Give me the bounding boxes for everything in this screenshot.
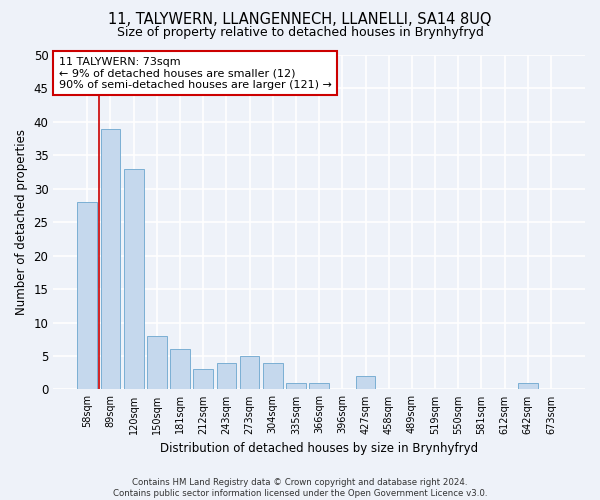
Bar xyxy=(77,202,97,390)
Bar xyxy=(240,356,259,390)
Bar xyxy=(124,168,143,390)
Bar xyxy=(286,382,306,390)
Y-axis label: Number of detached properties: Number of detached properties xyxy=(15,129,28,315)
Text: Size of property relative to detached houses in Brynhyfryd: Size of property relative to detached ho… xyxy=(116,26,484,39)
Bar xyxy=(193,370,213,390)
Bar xyxy=(101,128,121,390)
Bar xyxy=(263,362,283,390)
Bar xyxy=(170,350,190,390)
Bar xyxy=(356,376,376,390)
Bar xyxy=(147,336,167,390)
Text: Contains HM Land Registry data © Crown copyright and database right 2024.
Contai: Contains HM Land Registry data © Crown c… xyxy=(113,478,487,498)
Text: 11, TALYWERN, LLANGENNECH, LLANELLI, SA14 8UQ: 11, TALYWERN, LLANGENNECH, LLANELLI, SA1… xyxy=(108,12,492,28)
Bar xyxy=(518,382,538,390)
Text: 11 TALYWERN: 73sqm
← 9% of detached houses are smaller (12)
90% of semi-detached: 11 TALYWERN: 73sqm ← 9% of detached hous… xyxy=(59,56,331,90)
Bar xyxy=(309,382,329,390)
Bar xyxy=(217,362,236,390)
X-axis label: Distribution of detached houses by size in Brynhyfryd: Distribution of detached houses by size … xyxy=(160,442,478,455)
